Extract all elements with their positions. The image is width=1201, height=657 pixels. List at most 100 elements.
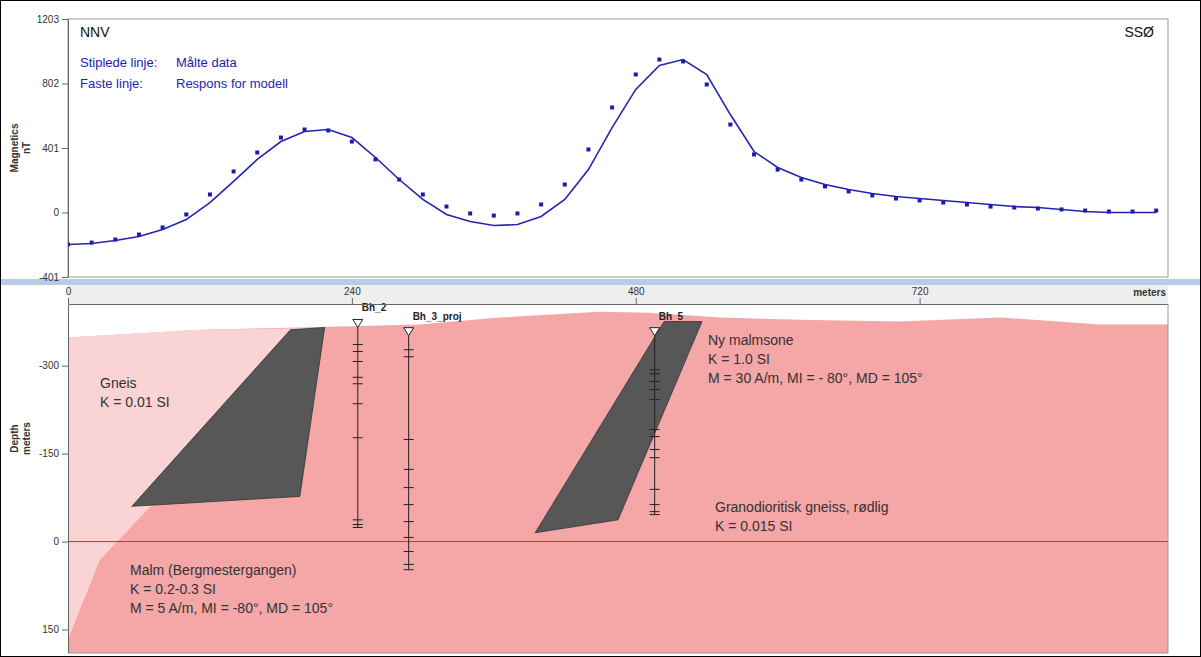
tick-label: 401 <box>42 143 59 154</box>
borehole-label: Bh_3_proj <box>413 311 462 322</box>
borehole-sample <box>404 564 414 565</box>
axis: -401 0 401 802 1203 <box>37 14 69 283</box>
borehole-sample <box>650 381 660 382</box>
panel-divider <box>0 279 1201 285</box>
tick-label: -300 <box>39 360 59 371</box>
borehole-sample <box>650 389 660 390</box>
borehole-sample <box>353 361 363 362</box>
borehole-sample <box>650 399 660 400</box>
data-point <box>255 151 259 155</box>
tick-label: 480 <box>628 286 645 297</box>
outer-frame <box>1 1 1201 657</box>
borehole-sample <box>650 457 660 458</box>
data-point <box>610 105 614 109</box>
borehole-sample <box>353 351 363 352</box>
axis-title: Magnetics <box>9 123 20 172</box>
tick-label: 720 <box>912 286 929 297</box>
borehole-sample <box>404 469 414 470</box>
figure: -40104018021203MagneticsnTNNVSSØStiplede… <box>0 0 1201 657</box>
data-point <box>586 147 590 151</box>
borehole-sample <box>353 383 363 384</box>
borehole-sample <box>404 439 414 440</box>
tick: 1203 <box>37 14 68 25</box>
tick-mark <box>62 277 68 278</box>
data-point <box>705 82 709 86</box>
data-point <box>232 169 236 173</box>
data-point <box>444 205 448 209</box>
tick: -401 <box>39 272 68 283</box>
borehole-sample <box>650 436 660 437</box>
borehole-end <box>650 514 660 515</box>
data-point <box>492 214 496 218</box>
tick: 0 <box>53 207 68 218</box>
borehole-sample <box>404 356 414 357</box>
data-point <box>728 123 732 127</box>
unit-property: K = 1.0 SI <box>708 351 770 367</box>
borehole-sample <box>650 449 660 450</box>
tick-label: 0 <box>53 536 59 547</box>
borehole-sample <box>650 373 660 374</box>
plot-frame <box>68 19 1168 277</box>
tick-mark <box>62 19 68 20</box>
axis-line <box>68 305 69 654</box>
tick-mark <box>62 630 68 631</box>
tick: 401 <box>42 143 68 154</box>
plot-area <box>68 58 1158 247</box>
unit-label: GneisK = 0.01 SI <box>100 375 170 410</box>
ruler-band <box>68 285 1168 304</box>
borehole-end <box>404 569 414 570</box>
model-line <box>68 60 1156 245</box>
tick-label: -150 <box>39 448 59 459</box>
borehole-sample <box>404 504 414 505</box>
data-point <box>539 202 543 206</box>
borehole-sample <box>404 537 414 538</box>
unit-property: K = 0.2-0.3 SI <box>130 581 216 597</box>
borehole <box>654 336 655 515</box>
borehole-sample <box>650 489 660 490</box>
borehole-sample <box>650 369 660 370</box>
data-point <box>279 136 283 140</box>
tick: 802 <box>42 78 68 89</box>
borehole-sample <box>353 344 363 345</box>
data-point <box>184 212 188 216</box>
axis: 0240480720 <box>66 286 1169 305</box>
unit-property: M = 30 A/m, MI = - 80°, MD = 105° <box>708 370 923 386</box>
data-point <box>208 192 212 196</box>
borehole-sample <box>353 519 363 520</box>
borehole-collar <box>404 328 414 336</box>
borehole-collar <box>650 328 660 336</box>
legend-key: Stiplede linje: <box>80 55 157 70</box>
axis-line <box>68 653 1168 654</box>
borehole <box>408 336 409 570</box>
tick-mark <box>62 542 68 543</box>
borehole-sample <box>404 551 414 552</box>
unit-label: Granodioritisk gneiss, rødligK = 0.015 S… <box>715 499 889 534</box>
tick-mark <box>636 298 637 304</box>
data-point <box>563 183 567 187</box>
tick-mark <box>62 148 68 149</box>
geologic-unit <box>535 322 702 533</box>
tick-label: 1203 <box>37 14 60 25</box>
unit-name: Malm (Bergmestergangen) <box>130 562 297 578</box>
annotation: NNV <box>80 24 110 40</box>
borehole-sample <box>353 403 363 404</box>
tick-mark <box>62 366 68 367</box>
axis-line <box>1168 304 1169 653</box>
axis-title: meters <box>1133 287 1166 298</box>
data-point <box>515 211 519 215</box>
annotation: SSØ <box>1124 24 1154 40</box>
borehole-sample <box>353 524 363 525</box>
legend-entry: Målte data <box>176 55 237 70</box>
borehole-sample <box>650 429 660 430</box>
axis-line <box>68 20 69 278</box>
tick-label: 802 <box>42 78 59 89</box>
data-point <box>421 192 425 196</box>
unit-label: Ny malmsoneK = 1.0 SIM = 30 A/m, MI = - … <box>708 332 923 386</box>
unit-name: Gneis <box>100 375 137 391</box>
borehole <box>357 327 358 527</box>
tick-mark <box>920 298 921 304</box>
borehole-sample <box>353 377 363 378</box>
tick: 240 <box>344 286 361 304</box>
axis: -300-1500150 <box>39 305 69 654</box>
tick-mark <box>62 454 68 455</box>
